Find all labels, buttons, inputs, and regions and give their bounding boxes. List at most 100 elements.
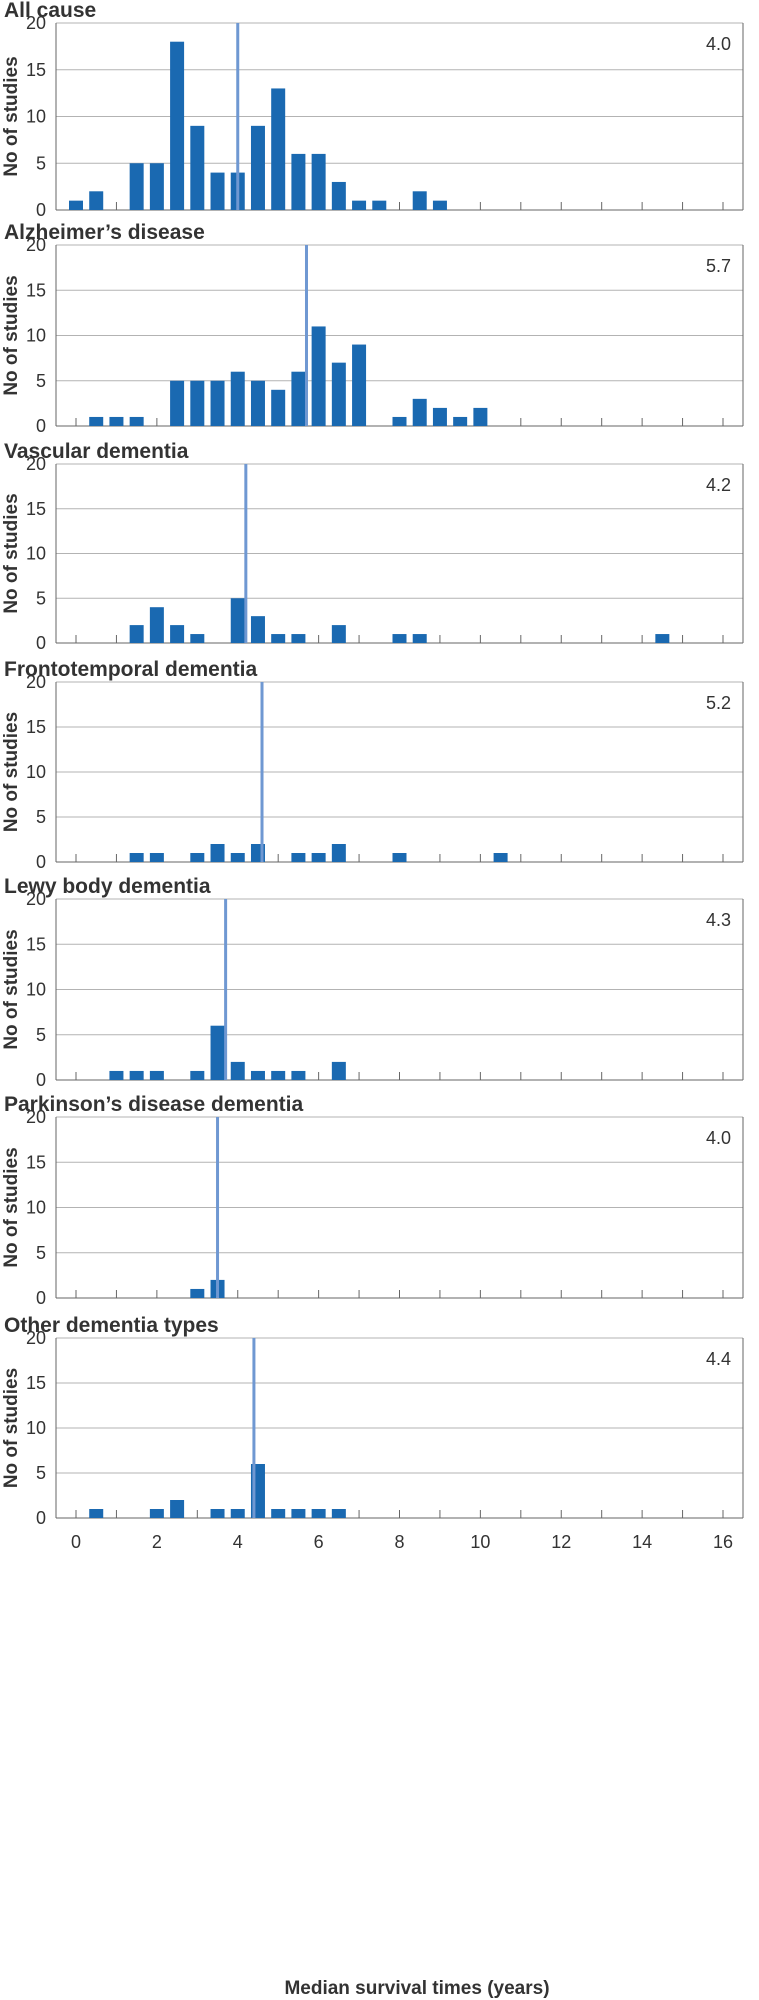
bar — [250, 1070, 265, 1080]
y-tick-label: 20 — [26, 454, 46, 474]
median-value-label: 5.2 — [706, 693, 731, 713]
bar — [210, 1025, 225, 1080]
bar — [655, 634, 670, 643]
chart-panel: 0 5 10 15 20 4.0 Parkinson’s disease dementia N… — [1, 1093, 744, 1308]
y-tick-label: 20 — [26, 1328, 46, 1348]
x-tick-label: 6 — [314, 1532, 324, 1552]
bar — [109, 416, 124, 426]
bar — [230, 598, 245, 643]
y-tick-label: 15 — [26, 60, 46, 80]
y-tick-label: 15 — [26, 1373, 46, 1393]
bar — [129, 163, 144, 210]
bar — [149, 163, 164, 210]
y-axis-title: No of studies — [1, 493, 22, 613]
y-tick-label: 5 — [36, 1463, 46, 1483]
bar — [291, 1070, 306, 1080]
y-tick-label: 20 — [26, 672, 46, 692]
x-tick-label: 10 — [470, 1532, 490, 1552]
bar — [352, 200, 367, 210]
chart-panel: 0 5 10 15 20 4.2 Vascular dementia No of studie… — [1, 440, 744, 653]
y-axis-title: No of studies — [1, 1368, 22, 1488]
x-tick-label: 14 — [632, 1532, 652, 1552]
y-tick-label: 0 — [36, 633, 46, 653]
bar — [271, 1509, 286, 1518]
bar — [291, 153, 306, 210]
bar — [190, 1070, 205, 1080]
bar — [331, 625, 346, 643]
y-tick-label: 10 — [26, 980, 46, 1000]
bar — [129, 853, 144, 862]
y-tick-label: 15 — [26, 717, 46, 737]
y-tick-label: 0 — [36, 1070, 46, 1090]
bar — [89, 191, 104, 210]
y-tick-label: 5 — [36, 807, 46, 827]
panel-title: Vascular dementia — [4, 440, 189, 463]
bar — [250, 616, 265, 643]
median-value-label: 4.3 — [706, 910, 731, 930]
panel-title: All cause — [4, 0, 96, 22]
bar — [250, 380, 265, 426]
median-value-label: 4.0 — [706, 1128, 731, 1148]
bar — [331, 1509, 346, 1518]
bar — [149, 853, 164, 862]
bar — [210, 172, 225, 210]
y-tick-label: 15 — [26, 934, 46, 954]
median-value-label: 4.4 — [706, 1349, 731, 1369]
panel-title: Parkinson’s disease dementia — [4, 1093, 304, 1116]
bar — [230, 371, 245, 426]
y-tick-label: 20 — [26, 1107, 46, 1127]
bar — [311, 326, 326, 426]
bar — [291, 371, 306, 426]
bar — [170, 625, 185, 643]
bar — [210, 380, 225, 426]
chart-panel: 0 5 10 15 20 5.7 Alzheimer’s disease No of stud… — [1, 221, 744, 436]
bar — [271, 634, 286, 643]
bar — [210, 844, 225, 862]
bar — [311, 1509, 326, 1518]
y-axis-title: No of studies — [1, 1147, 22, 1267]
bar — [291, 1509, 306, 1518]
y-tick-label: 15 — [26, 280, 46, 300]
bar — [331, 844, 346, 862]
median-value-label: 4.2 — [706, 475, 731, 495]
chart-panel: 0 5 10 15 20 5.2 Frontotemporal dementia No of … — [1, 658, 744, 872]
bar — [230, 853, 245, 862]
y-tick-label: 10 — [26, 762, 46, 782]
y-tick-label: 10 — [26, 326, 46, 346]
bar — [331, 362, 346, 426]
bar — [392, 853, 407, 862]
panel-title: Alzheimer’s disease — [4, 221, 205, 244]
bar — [331, 1061, 346, 1080]
bar — [89, 416, 104, 426]
bar — [129, 625, 144, 643]
chart-panels: 0 5 10 15 20 4.0 All cause No of studies 0 5 10 15 2… — [1, 0, 744, 1528]
y-tick-label: 10 — [26, 107, 46, 127]
bar — [170, 380, 185, 426]
y-axis-title: No of studies — [1, 275, 22, 395]
median-value-label: 4.0 — [706, 34, 731, 54]
bar — [352, 344, 367, 426]
bar — [89, 1509, 104, 1518]
bar — [291, 853, 306, 862]
x-tick-label: 0 — [71, 1532, 81, 1552]
bar — [69, 200, 83, 210]
median-value-label: 5.7 — [706, 256, 731, 276]
bar — [392, 634, 407, 643]
y-tick-label: 10 — [26, 544, 46, 564]
chart-panel: 0 5 10 15 20 4.4 Other dementia types No of stu… — [1, 1314, 744, 1528]
bar — [432, 407, 447, 426]
bar — [230, 1061, 245, 1080]
bar — [190, 380, 205, 426]
bar — [129, 416, 144, 426]
y-tick-label: 0 — [36, 1508, 46, 1528]
panel-title: Lewy body dementia — [4, 875, 211, 898]
y-tick-label: 10 — [26, 1418, 46, 1438]
bar — [291, 634, 306, 643]
bar — [473, 407, 488, 426]
x-tick-label: 8 — [394, 1532, 404, 1552]
x-tick-label: 2 — [152, 1532, 162, 1552]
chart-panel: 0 5 10 15 20 4.3 Lewy body dementia No of studi… — [1, 875, 744, 1090]
y-tick-label: 5 — [36, 1243, 46, 1263]
bar — [271, 1070, 286, 1080]
